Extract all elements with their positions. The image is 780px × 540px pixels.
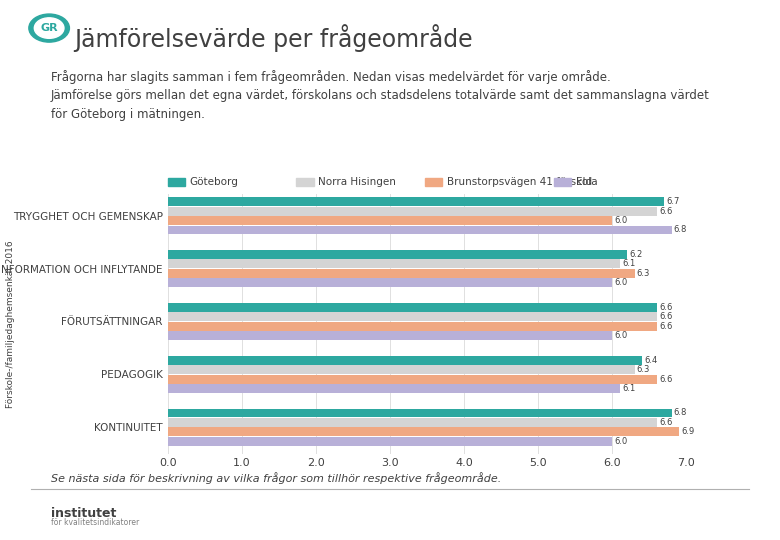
Text: 6.0: 6.0 bbox=[615, 331, 628, 340]
Text: Frågorna har slagits samman i fem frågeområden. Nedan visas medelvärdet för varj: Frågorna har slagits samman i fem frågeo… bbox=[51, 70, 611, 84]
Bar bbox=[168, 331, 612, 340]
Bar bbox=[168, 312, 657, 321]
Bar bbox=[168, 303, 657, 312]
Text: 6.6: 6.6 bbox=[659, 322, 672, 330]
Text: Norra Hisingen: Norra Hisingen bbox=[318, 177, 396, 187]
Text: 6.4: 6.4 bbox=[644, 356, 658, 364]
Text: 6.8: 6.8 bbox=[674, 408, 687, 417]
Bar bbox=[168, 216, 612, 225]
Text: 6.3: 6.3 bbox=[636, 269, 650, 278]
Text: 6.0: 6.0 bbox=[615, 437, 628, 446]
Text: 6.3: 6.3 bbox=[636, 365, 650, 374]
Bar bbox=[168, 322, 657, 330]
Text: Brunstorpsvägen 41 förskola: Brunstorpsvägen 41 förskola bbox=[447, 177, 597, 187]
Text: för kvalitetsindikatorer: för kvalitetsindikatorer bbox=[51, 518, 139, 528]
Text: institutet: institutet bbox=[51, 507, 116, 519]
Bar bbox=[168, 375, 657, 383]
Bar bbox=[168, 437, 612, 446]
Bar bbox=[168, 384, 620, 393]
Text: 6.8: 6.8 bbox=[674, 226, 687, 234]
Text: 6.9: 6.9 bbox=[681, 427, 694, 436]
Text: 6.1: 6.1 bbox=[622, 259, 635, 268]
Text: 6.1: 6.1 bbox=[622, 384, 635, 393]
Text: 6.6: 6.6 bbox=[659, 303, 672, 312]
Bar bbox=[168, 279, 612, 287]
Text: 6.6: 6.6 bbox=[659, 207, 672, 215]
Text: 6.0: 6.0 bbox=[615, 278, 628, 287]
Text: Jämförelse görs mellan det egna värdet, förskolans och stadsdelens totalvärde sa: Jämförelse görs mellan det egna värdet, … bbox=[51, 89, 710, 102]
Bar bbox=[168, 197, 665, 206]
Text: GR: GR bbox=[41, 23, 58, 33]
Text: Göteborg: Göteborg bbox=[190, 177, 239, 187]
Bar bbox=[168, 356, 642, 364]
Text: för Göteborg i mätningen.: för Göteborg i mätningen. bbox=[51, 108, 204, 121]
Bar bbox=[168, 428, 679, 436]
Text: 6.6: 6.6 bbox=[659, 312, 672, 321]
Bar bbox=[168, 269, 635, 278]
Bar bbox=[168, 250, 627, 259]
Text: 6.6: 6.6 bbox=[659, 375, 672, 383]
Text: 6.7: 6.7 bbox=[666, 197, 679, 206]
Bar bbox=[168, 207, 657, 215]
Text: Förskole-/familjedaghemsenkät 2016: Förskole-/familjedaghemsenkät 2016 bbox=[5, 240, 15, 408]
Bar bbox=[168, 409, 672, 417]
Bar bbox=[168, 418, 657, 427]
Bar bbox=[168, 365, 635, 374]
Text: 6.6: 6.6 bbox=[659, 418, 672, 427]
Text: Eld: Eld bbox=[576, 177, 592, 187]
Text: Jämförelsevärde per frågeområde: Jämförelsevärde per frågeområde bbox=[74, 24, 473, 52]
Text: 6.2: 6.2 bbox=[629, 250, 643, 259]
Bar bbox=[168, 226, 672, 234]
Text: 6.0: 6.0 bbox=[615, 216, 628, 225]
Bar bbox=[168, 260, 620, 268]
Text: Se nästa sida för beskrivning av vilka frågor som tillhör respektive frågeområde: Se nästa sida för beskrivning av vilka f… bbox=[51, 472, 501, 484]
